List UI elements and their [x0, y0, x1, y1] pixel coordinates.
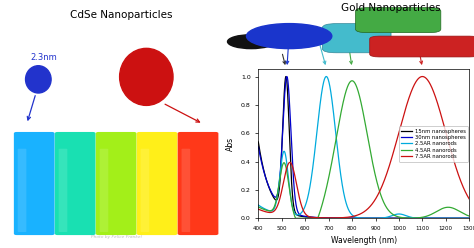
7.5AR nanorods — [329, 217, 335, 219]
Text: 5.5nm: 5.5nm — [132, 72, 161, 81]
7.5AR nanorods — [337, 216, 342, 219]
4.5AR nanorods — [293, 217, 299, 220]
FancyBboxPatch shape — [14, 132, 55, 235]
7.5AR nanorods — [346, 216, 351, 219]
4.5AR nanorods — [280, 164, 285, 167]
7.5AR nanorods — [280, 186, 285, 189]
15nm nanospheres — [255, 140, 261, 143]
FancyBboxPatch shape — [178, 132, 219, 235]
7.5AR nanorods — [419, 75, 425, 78]
15nm nanospheres — [283, 75, 289, 78]
4.5AR nanorods — [349, 79, 355, 82]
FancyBboxPatch shape — [182, 149, 190, 232]
Line: 7.5AR nanorods: 7.5AR nanorods — [258, 77, 469, 218]
15nm nanospheres — [337, 217, 342, 220]
Line: 15nm nanospheres: 15nm nanospheres — [258, 77, 469, 218]
Line: 2.5AR nanorods: 2.5AR nanorods — [258, 77, 469, 218]
30nm nanospheres — [284, 75, 290, 78]
Text: Gold Nanoparticles: Gold Nanoparticles — [341, 3, 441, 13]
30nm nanospheres — [280, 136, 285, 139]
30nm nanospheres — [292, 195, 298, 198]
FancyBboxPatch shape — [141, 149, 149, 232]
FancyBboxPatch shape — [59, 149, 67, 232]
Legend: 15nm nanospheres, 30nm nanospheres, 2.5AR nanorods, 4.5AR nanorods, 7.5AR nanoro: 15nm nanospheres, 30nm nanospheres, 2.5A… — [399, 126, 468, 162]
4.5AR nanorods — [466, 215, 472, 217]
4.5AR nanorods — [255, 206, 261, 209]
Text: Photo by Felice Frankel: Photo by Felice Frankel — [91, 235, 142, 239]
X-axis label: Wavelength (nm): Wavelength (nm) — [331, 236, 397, 246]
15nm nanospheres — [280, 133, 285, 136]
4.5AR nanorods — [346, 83, 351, 86]
7.5AR nanorods — [292, 175, 298, 178]
4.5AR nanorods — [337, 120, 342, 123]
4.5AR nanorods — [440, 207, 446, 210]
7.5AR nanorods — [466, 198, 472, 201]
2.5AR nanorods — [323, 75, 329, 78]
15nm nanospheres — [292, 210, 298, 213]
Line: 4.5AR nanorods: 4.5AR nanorods — [258, 81, 469, 218]
2.5AR nanorods — [255, 204, 261, 207]
2.5AR nanorods — [280, 155, 285, 157]
Circle shape — [119, 48, 173, 105]
2.5AR nanorods — [466, 217, 472, 220]
Text: 2.3nm: 2.3nm — [30, 53, 57, 62]
7.5AR nanorods — [255, 208, 261, 211]
30nm nanospheres — [337, 217, 342, 219]
2.5AR nanorods — [292, 212, 298, 215]
7.5AR nanorods — [440, 119, 446, 122]
FancyBboxPatch shape — [356, 8, 441, 33]
30nm nanospheres — [255, 145, 261, 148]
Text: CdSe Nanoparticles: CdSe Nanoparticles — [70, 10, 172, 20]
FancyBboxPatch shape — [370, 36, 474, 57]
15nm nanospheres — [466, 217, 472, 220]
2.5AR nanorods — [337, 162, 342, 165]
15nm nanospheres — [346, 217, 351, 220]
4.5AR nanorods — [292, 215, 298, 218]
Line: 30nm nanospheres: 30nm nanospheres — [258, 77, 469, 218]
30nm nanospheres — [466, 217, 472, 220]
15nm nanospheres — [462, 217, 468, 220]
FancyBboxPatch shape — [322, 24, 391, 53]
4.5AR nanorods — [463, 213, 468, 216]
Circle shape — [246, 24, 332, 49]
15nm nanospheres — [439, 217, 445, 220]
FancyBboxPatch shape — [55, 132, 96, 235]
FancyBboxPatch shape — [96, 132, 137, 235]
2.5AR nanorods — [346, 208, 351, 211]
30nm nanospheres — [439, 217, 445, 220]
30nm nanospheres — [462, 217, 468, 220]
FancyBboxPatch shape — [137, 132, 177, 235]
2.5AR nanorods — [439, 217, 445, 220]
Circle shape — [228, 35, 275, 49]
Circle shape — [26, 66, 51, 93]
7.5AR nanorods — [463, 190, 468, 193]
FancyBboxPatch shape — [18, 149, 27, 232]
FancyBboxPatch shape — [100, 149, 108, 232]
30nm nanospheres — [346, 217, 351, 220]
Y-axis label: Abs: Abs — [226, 137, 235, 151]
2.5AR nanorods — [462, 217, 468, 220]
